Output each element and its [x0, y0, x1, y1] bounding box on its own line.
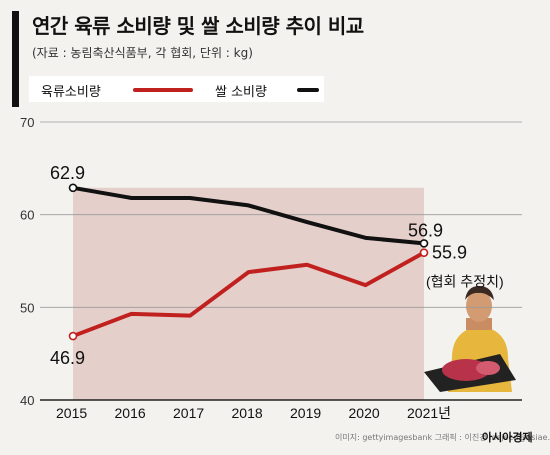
vendor-illustration — [424, 286, 516, 392]
rice-consumption-point — [419, 239, 429, 248]
legend: 육류소비량 쌀 소비량 — [29, 76, 324, 102]
estimate-note: (협회 추정치) — [426, 274, 504, 290]
rice-consumption-line — [72, 185, 425, 246]
chart-title: 연간 육류 소비량 및 쌀 소비량 추이 비교 — [32, 14, 364, 38]
y-tick-label: 60 — [20, 208, 34, 223]
vendor-neck — [466, 318, 492, 330]
x-tick-label: 2021년 — [407, 405, 451, 421]
meat-consumption-point — [419, 248, 429, 257]
x-tick-label: 2016 — [115, 405, 146, 421]
legend-swatch-rice — [297, 88, 319, 92]
meat-piece — [476, 361, 500, 375]
background-photo — [73, 187, 424, 400]
rice-start-label: 62.9 — [50, 163, 85, 183]
x-tick-label: 2020 — [349, 405, 380, 421]
rice-consumption-point — [68, 183, 78, 193]
vendor-hair — [465, 286, 494, 300]
rice-end-label: 56.9 — [408, 220, 443, 240]
title-accent-bar — [12, 11, 19, 107]
x-tick-label: 2018 — [232, 405, 263, 421]
y-tick-label: 40 — [20, 393, 34, 408]
meat-consumption-point — [68, 331, 78, 341]
y-tick-label: 70 — [20, 115, 34, 130]
legend-swatch-meat — [133, 88, 193, 92]
legend-label-rice: 쌀 소비량 — [215, 85, 267, 100]
meat-end-label: 55.9 — [432, 243, 467, 263]
publisher-logo: 아시아경제 — [482, 431, 533, 444]
legend-label-meat: 육류소비량 — [41, 85, 101, 100]
chart-subtitle: (자료 : 농림축산식품부, 각 협회, 단위 : kg) — [32, 46, 253, 60]
meat-consumption-line — [72, 250, 425, 338]
x-tick-label: 2017 — [173, 405, 204, 421]
vendor-head — [466, 290, 492, 322]
y-tick-label: 50 — [20, 300, 34, 315]
image-credit: 이미지: gettyimagesbank 그래픽 : 이진경 leejeen@a… — [335, 433, 550, 442]
x-tick-label: 2015 — [56, 405, 87, 421]
meat-start-label: 46.9 — [50, 348, 85, 368]
x-tick-label: 2019 — [290, 405, 321, 421]
